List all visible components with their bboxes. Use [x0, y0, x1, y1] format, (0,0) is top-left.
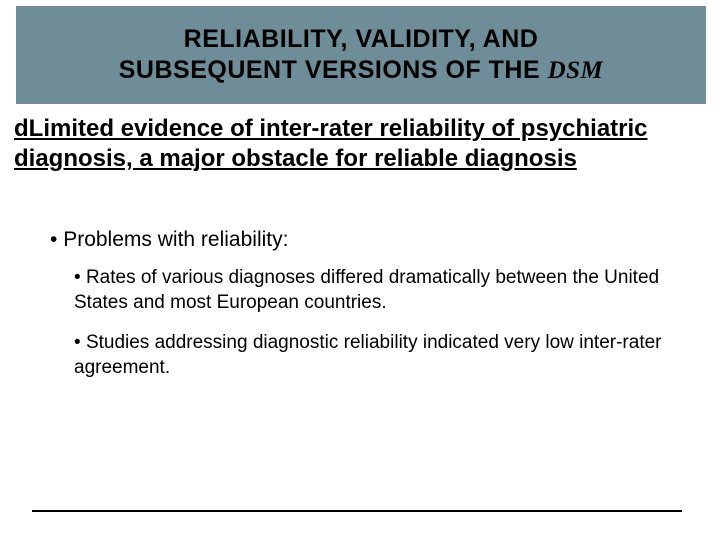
sub-item-text: Studies addressing diagnostic reliabilit…: [74, 332, 662, 378]
slide-title: RELIABILITY, VALIDITY, AND SUBSEQUENT VE…: [119, 24, 604, 87]
list-item: • Studies addressing diagnostic reliabil…: [74, 331, 712, 380]
horizontal-rule: [32, 510, 682, 512]
sub-heading: • Problems with reliability:: [50, 228, 712, 252]
list-item: • Rates of various diagnoses differed dr…: [74, 266, 712, 315]
slide-body: dLimited evidence of inter-rater reliabi…: [14, 114, 712, 397]
bullet-icon: •: [50, 228, 57, 251]
bullet-icon: •: [74, 332, 81, 353]
lead-paragraph: dLimited evidence of inter-rater reliabi…: [14, 114, 712, 174]
sub-items: • Rates of various diagnoses differed dr…: [74, 266, 712, 381]
title-line-2-italic: DSM: [548, 57, 604, 84]
title-band: RELIABILITY, VALIDITY, AND SUBSEQUENT VE…: [16, 6, 706, 104]
sub-block: • Problems with reliability: • Rates of …: [50, 228, 712, 381]
sub-item-text: Rates of various diagnoses differed dram…: [74, 267, 659, 313]
bullet-icon: •: [74, 267, 81, 288]
slide: RELIABILITY, VALIDITY, AND SUBSEQUENT VE…: [0, 0, 720, 540]
lead-text: Limited evidence of inter-rater reliabil…: [14, 115, 648, 172]
lead-bullet-icon: d: [14, 115, 29, 142]
title-line-2-prefix: SUBSEQUENT VERSIONS OF THE: [119, 56, 548, 84]
title-line-1: RELIABILITY, VALIDITY, AND: [184, 25, 539, 53]
sub-heading-text: Problems with reliability:: [63, 228, 288, 251]
